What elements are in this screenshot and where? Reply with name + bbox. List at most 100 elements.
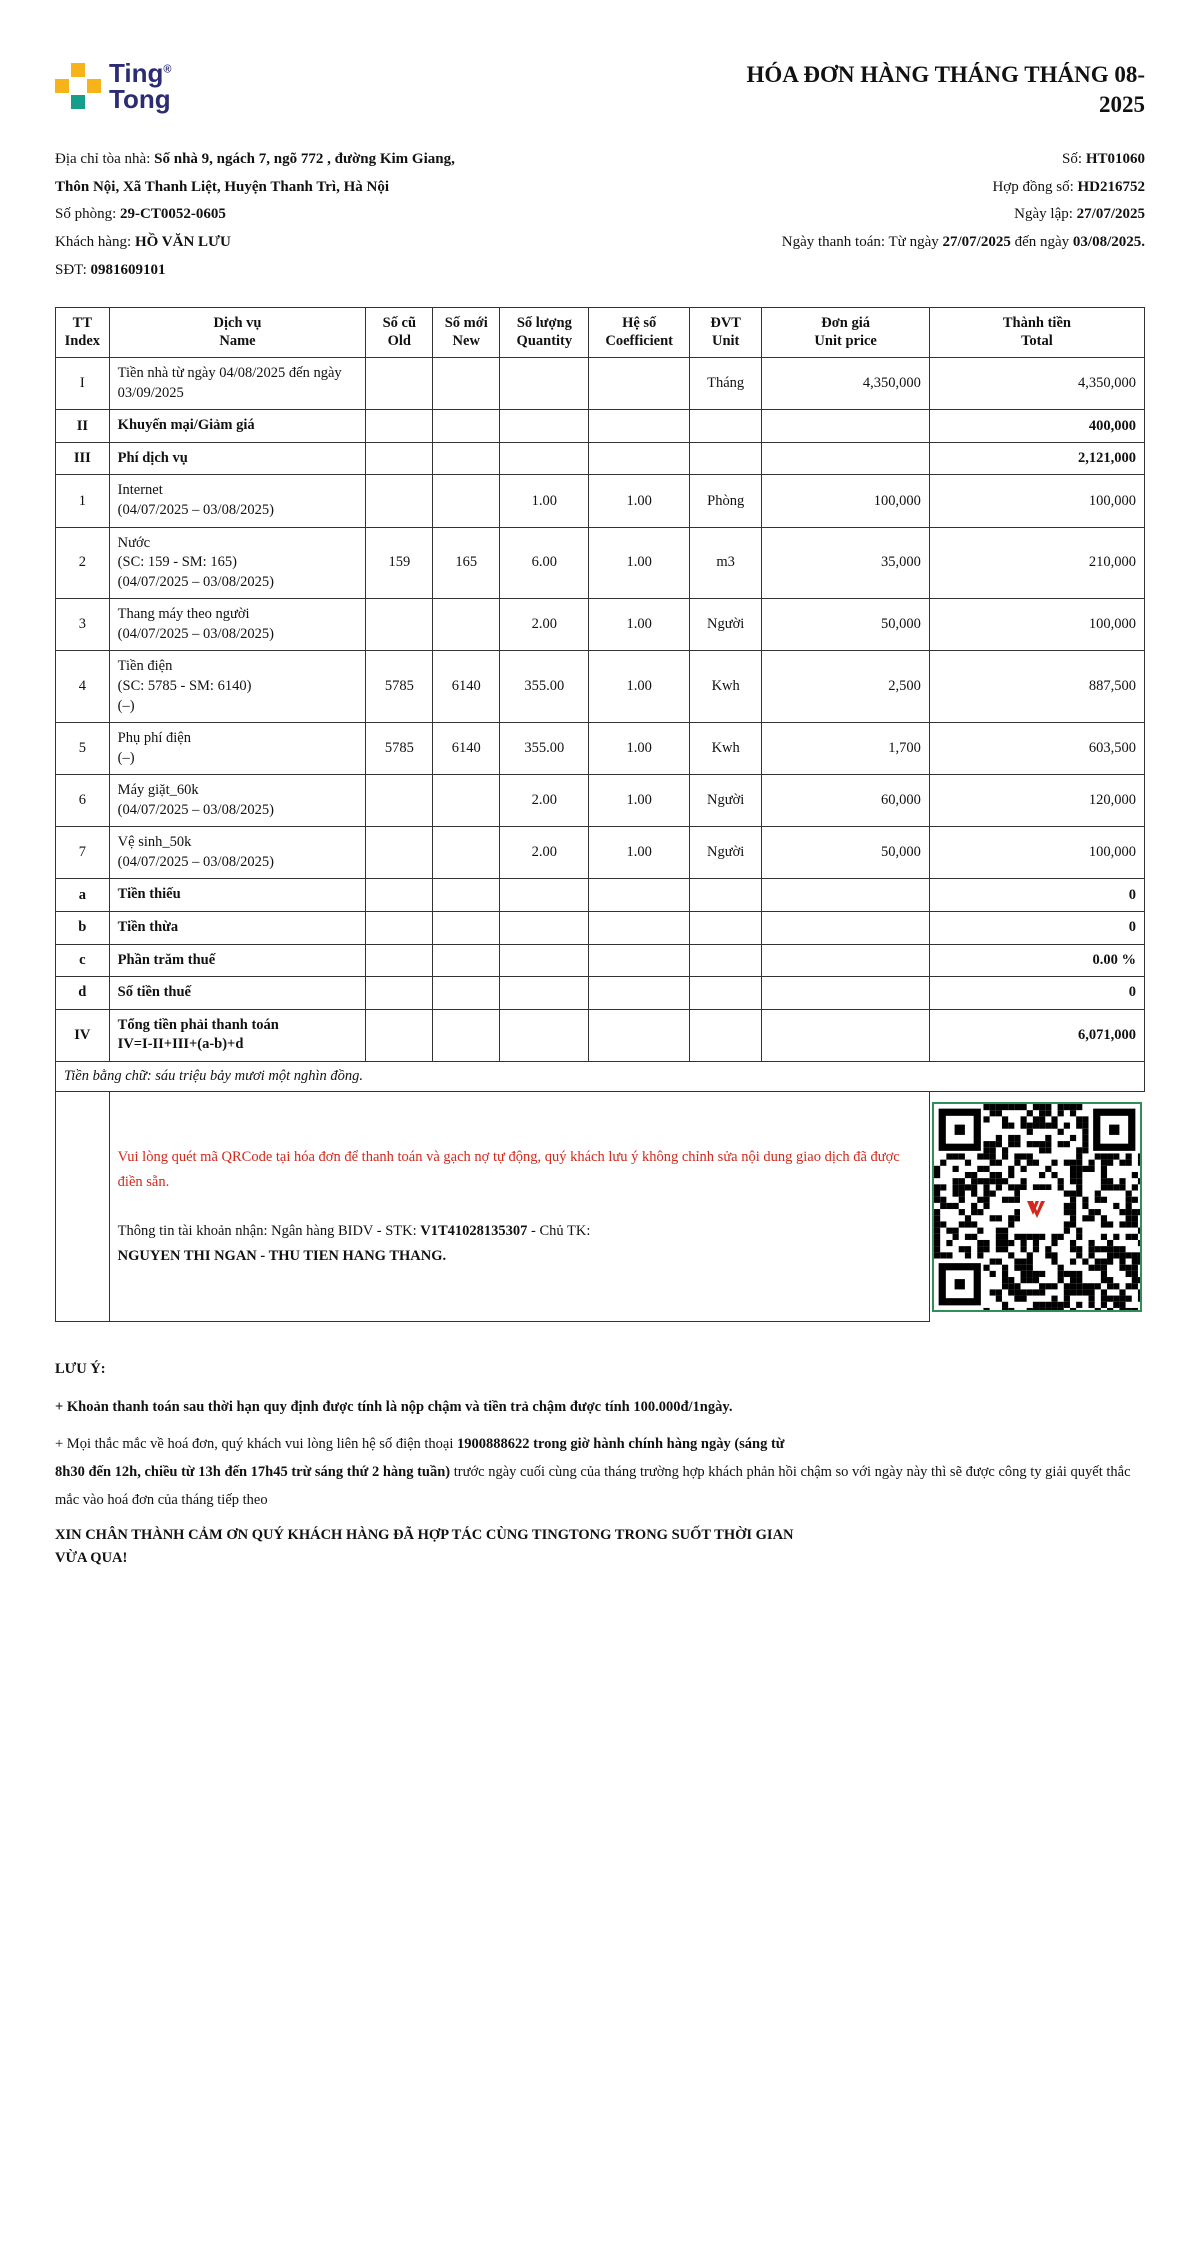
row-unit-price-cell: 1,700 xyxy=(762,723,929,775)
row-coefficient-cell: 1.00 xyxy=(589,527,689,599)
row-new-index-cell xyxy=(433,879,500,912)
row-old-index-cell xyxy=(366,977,433,1010)
row-old-index-cell xyxy=(366,912,433,945)
qr-instructions: Vui lòng quét mã QRCode tại hóa đơn để t… xyxy=(109,1091,929,1322)
row-new-index-cell: 6140 xyxy=(433,651,500,723)
row-service-name-cell: Tổng tiền phải thanh toán IV=I-II+III+(a-… xyxy=(109,1009,366,1061)
row-unit-cell: Người xyxy=(689,775,762,827)
row-unit-cell: Người xyxy=(689,599,762,651)
row-quantity-cell: 355.00 xyxy=(500,651,589,723)
col-header-total: Thành tiền Total xyxy=(929,307,1144,358)
bank-account-owner: NGUYEN THI NGAN - THU TIEN HANG THANG. xyxy=(118,1248,446,1264)
row-unit-cell xyxy=(689,912,762,945)
table-section-row: a Tiền thiếu 0 xyxy=(56,879,1145,912)
row-index-cell: 7 xyxy=(56,827,110,879)
total-in-words-row: Tiền bằng chữ: sáu triệu bảy mươi một ng… xyxy=(56,1061,1145,1091)
note-contact: + Mọi thắc mắc về hoá đơn, quý khách vui… xyxy=(55,1431,1145,1514)
table-item-row: 7 Vệ sinh_50k (04/07/2025 – 03/08/2025) 2.0… xyxy=(56,827,1145,879)
table-section-row: II Khuyến mại/Giảm giá 400,000 xyxy=(56,410,1145,443)
table-header-row: TT Index Dịch vụ Name Số cũ Old Số mới New S… xyxy=(56,307,1145,358)
row-total-cell: 0 xyxy=(929,977,1144,1010)
row-total-cell: 210,000 xyxy=(929,527,1144,599)
row-service-name-cell: Phụ phí điện (–) xyxy=(109,723,366,775)
qr-center-logo xyxy=(1020,1190,1054,1224)
row-index-cell: IV xyxy=(56,1009,110,1061)
row-service-name-cell: Số tiền thuế xyxy=(109,977,366,1010)
row-old-index-cell: 5785 xyxy=(366,651,433,723)
row-old-index-cell: 159 xyxy=(366,527,433,599)
row-total-cell: 6,071,000 xyxy=(929,1009,1144,1061)
row-unit-price-cell xyxy=(762,879,929,912)
row-unit-cell: Phòng xyxy=(689,475,762,527)
row-old-index-cell xyxy=(366,879,433,912)
table-item-row: 2 Nước (SC: 159 - SM: 165) (04/07/2025 – 03… xyxy=(56,527,1145,599)
col-header-old: Số cũ Old xyxy=(366,307,433,358)
row-coefficient-cell xyxy=(589,1009,689,1061)
invoice-meta: Số: HT01060 Hợp đồng số: HD216752 Ngày l… xyxy=(782,146,1145,285)
col-header-price: Đơn giá Unit price xyxy=(762,307,929,358)
row-coefficient-cell xyxy=(589,912,689,945)
row-quantity-cell: 2.00 xyxy=(500,827,589,879)
row-quantity-cell: 6.00 xyxy=(500,527,589,599)
qr-code-icon[interactable] xyxy=(932,1102,1142,1312)
col-header-qty: Số lượng Quantity xyxy=(500,307,589,358)
row-unit-price-cell: 100,000 xyxy=(762,475,929,527)
row-unit-price-cell xyxy=(762,912,929,945)
row-old-index-cell xyxy=(366,475,433,527)
row-coefficient-cell xyxy=(589,977,689,1010)
table-item-row: 4 Tiền điện (SC: 5785 - SM: 6140) (–) 5785 61… xyxy=(56,651,1145,723)
row-quantity-cell xyxy=(500,358,589,410)
row-service-name-cell: Tiền thừa xyxy=(109,912,366,945)
qr-payment-row: Vui lòng quét mã QRCode tại hóa đơn để t… xyxy=(56,1091,1145,1322)
col-header-index: TT Index xyxy=(56,307,110,358)
invoice-line-items-table: TT Index Dịch vụ Name Số cũ Old Số mới New S… xyxy=(55,307,1145,1323)
row-unit-price-cell: 4,350,000 xyxy=(762,358,929,410)
row-index-cell: 1 xyxy=(56,475,110,527)
row-unit-cell xyxy=(689,879,762,912)
col-header-unit: ĐVT Unit xyxy=(689,307,762,358)
table-section-row: III Phí dịch vụ 2,121,000 xyxy=(56,442,1145,475)
row-total-cell: 100,000 xyxy=(929,827,1144,879)
page-title: HÓA ĐƠN HÀNG THÁNG THÁNG 08- 2025 xyxy=(747,60,1146,120)
row-unit-price-cell xyxy=(762,977,929,1010)
row-coefficient-cell xyxy=(589,358,689,410)
row-index-cell: d xyxy=(56,977,110,1010)
row-unit-cell: m3 xyxy=(689,527,762,599)
total-in-words-text: Tiền bằng chữ: sáu triệu bảy mươi một ng… xyxy=(56,1061,1145,1091)
row-index-cell: 5 xyxy=(56,723,110,775)
row-total-cell: 603,500 xyxy=(929,723,1144,775)
row-total-cell: 887,500 xyxy=(929,651,1144,723)
row-old-index-cell xyxy=(366,944,433,977)
row-unit-price-cell: 50,000 xyxy=(762,827,929,879)
row-total-cell: 100,000 xyxy=(929,475,1144,527)
row-coefficient-cell: 1.00 xyxy=(589,827,689,879)
table-item-row: I Tiền nhà từ ngày 04/08/2025 đến ngày 03… xyxy=(56,358,1145,410)
col-header-name: Dịch vụ Name xyxy=(109,307,366,358)
row-total-cell: 100,000 xyxy=(929,599,1144,651)
row-unit-cell xyxy=(689,944,762,977)
row-unit-price-cell: 50,000 xyxy=(762,599,929,651)
row-total-cell: 0 xyxy=(929,879,1144,912)
row-unit-cell: Tháng xyxy=(689,358,762,410)
row-coefficient-cell xyxy=(589,879,689,912)
row-total-cell: 0.00 % xyxy=(929,944,1144,977)
row-unit-price-cell: 35,000 xyxy=(762,527,929,599)
row-coefficient-cell: 1.00 xyxy=(589,723,689,775)
row-new-index-cell: 6140 xyxy=(433,723,500,775)
row-old-index-cell xyxy=(366,827,433,879)
row-new-index-cell xyxy=(433,827,500,879)
row-service-name-cell: Thang máy theo người (04/07/2025 – 03/08/… xyxy=(109,599,366,651)
table-section-row: d Số tiền thuế 0 xyxy=(56,977,1145,1010)
row-unit-cell: Kwh xyxy=(689,651,762,723)
row-service-name-cell: Tiền điện (SC: 5785 - SM: 6140) (–) xyxy=(109,651,366,723)
notes-title: LƯU Ý: xyxy=(55,1356,1145,1384)
row-unit-price-cell xyxy=(762,944,929,977)
row-total-cell: 4,350,000 xyxy=(929,358,1144,410)
row-quantity-cell xyxy=(500,442,589,475)
table-section-row: c Phần trăm thuế 0.00 % xyxy=(56,944,1145,977)
row-old-index-cell xyxy=(366,442,433,475)
table-item-row: 5 Phụ phí điện (–) 5785 6140 355.00 1.00 Kwh 1,7… xyxy=(56,723,1145,775)
table-item-row: 6 Máy giặt_60k (04/07/2025 – 03/08/2025) 2.… xyxy=(56,775,1145,827)
row-old-index-cell xyxy=(366,599,433,651)
row-quantity-cell: 2.00 xyxy=(500,775,589,827)
